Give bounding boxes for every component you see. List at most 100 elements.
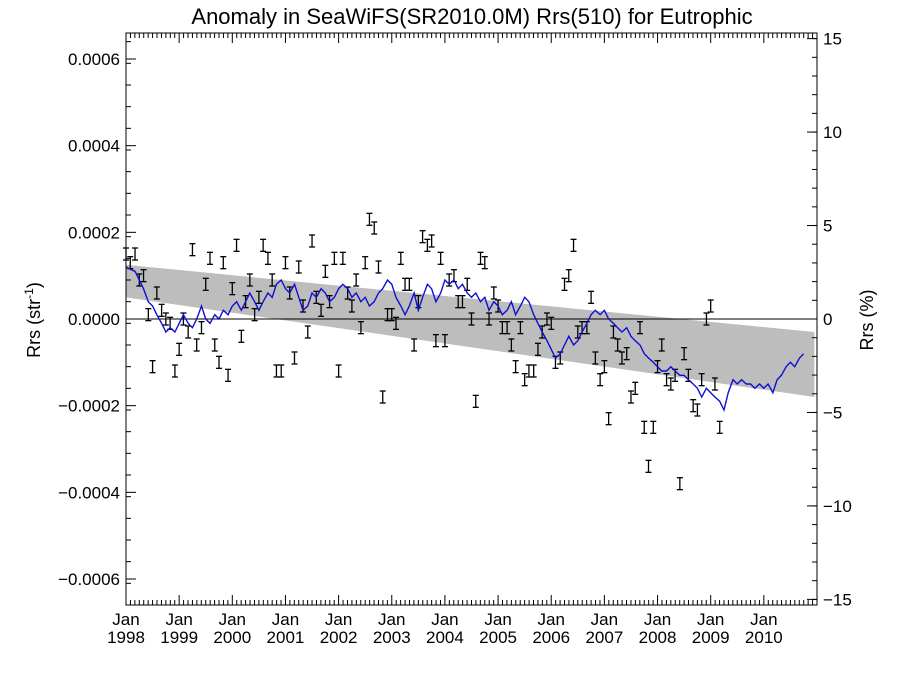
data-point	[339, 251, 346, 265]
data-point	[534, 342, 541, 356]
data-point	[641, 420, 648, 434]
running-mean-layer	[125, 266, 805, 413]
chart-title: Anomaly in SeaWiFS(SR2010.0M) Rrs(510) f…	[191, 4, 752, 29]
y-axis-label-right: Rrs (%)	[857, 290, 877, 351]
x-tick-month: Jan	[750, 610, 777, 629]
data-point	[233, 238, 240, 252]
data-point	[176, 342, 183, 356]
data-point	[193, 338, 200, 352]
x-tick-year: 2008	[639, 628, 677, 647]
x-tick-month: Jan	[165, 610, 192, 629]
data-point	[158, 303, 165, 317]
data-point	[512, 360, 519, 374]
left-tick-label: 0.0000	[68, 310, 120, 329]
x-tick-year: 1999	[160, 628, 198, 647]
data-point	[238, 329, 245, 343]
data-point	[645, 459, 652, 473]
x-tick-year: 2010	[745, 628, 783, 647]
data-point	[588, 290, 595, 304]
data-point	[278, 364, 285, 378]
data-point	[132, 247, 139, 261]
data-point	[521, 373, 528, 387]
data-point	[211, 338, 218, 352]
x-tick-year: 2009	[692, 628, 730, 647]
data-point	[371, 221, 378, 235]
data-point	[397, 251, 404, 265]
data-point	[627, 390, 634, 404]
data-point	[432, 334, 439, 348]
right-tick-label: 0	[823, 310, 832, 329]
data-point	[251, 308, 258, 322]
data-point	[690, 399, 697, 413]
data-point	[601, 360, 608, 374]
data-point	[393, 316, 400, 330]
data-point	[570, 238, 577, 252]
left-tick-label: −0.0006	[58, 570, 120, 589]
data-point	[419, 230, 426, 244]
data-point	[291, 351, 298, 365]
data-point	[428, 234, 435, 248]
data-point	[681, 347, 688, 361]
data-point	[202, 277, 209, 291]
monthly-points-layer	[123, 212, 723, 491]
data-point	[366, 212, 373, 226]
x-tick-year: 2002	[320, 628, 358, 647]
data-point	[694, 403, 701, 417]
x-tick-month: Jan	[591, 610, 618, 629]
data-point	[171, 364, 178, 378]
data-point	[530, 364, 537, 378]
data-point	[632, 381, 639, 395]
data-point	[318, 303, 325, 317]
x-tick-month: Jan	[378, 610, 405, 629]
x-axis: Jan1998Jan1999Jan2000Jan2001Jan2002Jan20…	[107, 33, 814, 647]
data-point	[636, 321, 643, 335]
data-point	[676, 477, 683, 491]
data-point	[162, 312, 169, 326]
y-axis-label-left: Rrs (str-1)	[22, 282, 44, 358]
data-point	[273, 364, 280, 378]
x-tick-month: Jan	[644, 610, 671, 629]
data-point	[198, 321, 205, 335]
data-point	[711, 377, 718, 391]
y-axis-label-left-end: )	[24, 282, 44, 288]
data-point	[357, 321, 364, 335]
data-point	[331, 251, 338, 265]
data-point	[145, 308, 152, 322]
right-tick-label: 15	[823, 30, 842, 49]
trend-band	[126, 264, 815, 397]
data-point	[220, 256, 227, 270]
data-point	[149, 360, 156, 374]
x-tick-month: Jan	[431, 610, 458, 629]
data-point	[322, 264, 329, 278]
data-point	[698, 373, 705, 387]
data-point	[597, 373, 604, 387]
x-tick-month: Jan	[484, 610, 511, 629]
data-point	[282, 256, 289, 270]
data-point	[304, 325, 311, 339]
data-point	[667, 377, 674, 391]
data-point	[517, 321, 524, 335]
data-point	[424, 238, 431, 252]
data-point	[481, 256, 488, 270]
data-point	[504, 321, 511, 335]
x-tick-month: Jan	[112, 610, 139, 629]
data-point	[379, 390, 386, 404]
data-point	[703, 312, 710, 326]
left-y-axis: 0.0006 0.0004 0.0002 0.0000 −0.0002 −0.0004 −0…	[58, 41, 136, 606]
data-point	[375, 260, 382, 274]
trend-band-layer	[126, 264, 815, 397]
data-point	[614, 338, 621, 352]
data-point	[490, 286, 497, 300]
data-point	[225, 368, 232, 382]
data-point	[707, 299, 714, 313]
x-tick-month: Jan	[325, 610, 352, 629]
data-point	[264, 251, 271, 265]
data-point	[565, 269, 572, 283]
right-tick-label: −10	[823, 497, 852, 516]
x-tick-month: Jan	[538, 610, 565, 629]
data-point	[543, 312, 550, 326]
right-y-axis: 15 10 5 0 −5 −10 −15	[807, 30, 852, 609]
data-point	[335, 364, 342, 378]
data-point	[295, 260, 302, 274]
x-tick-month: Jan	[272, 610, 299, 629]
